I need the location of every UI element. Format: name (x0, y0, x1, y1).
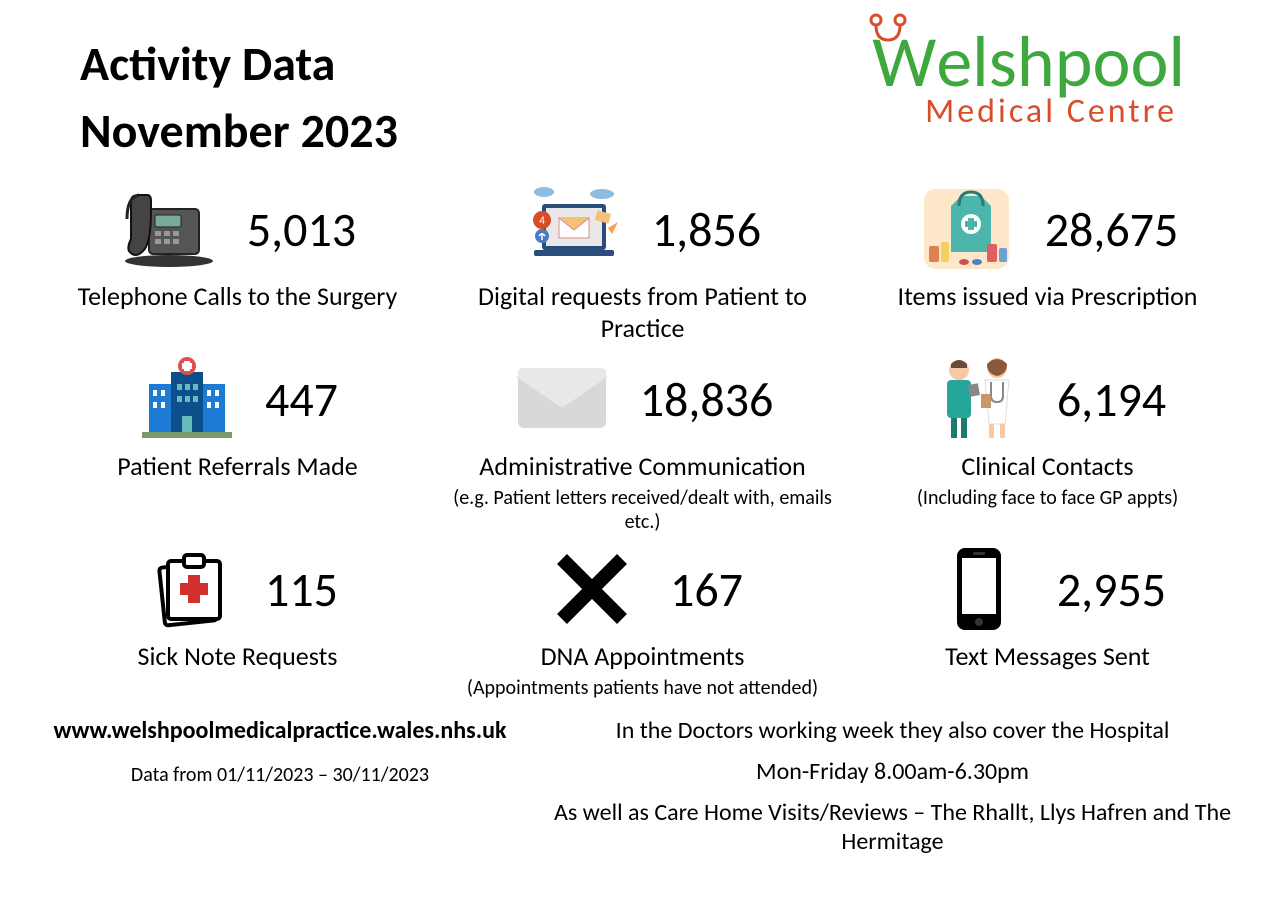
stat-value: 115 (265, 560, 338, 619)
footer-url: www.welshpoolmedicalpractice.wales.nhs.u… (40, 716, 520, 745)
stat-value: 18,836 (640, 370, 774, 429)
stat-value: 2,955 (1057, 560, 1166, 619)
footer-date-range: Data from 01/11/2023 – 30/11/2023 (40, 763, 520, 787)
title-line1: Activity Data (80, 30, 398, 97)
stat-prescription: 28,675 Items issued via Prescription (850, 184, 1245, 344)
title-line2: November 2023 (80, 97, 398, 164)
stat-admin: 18,836 Administrative Communication (e.g… (445, 354, 840, 534)
mobile-icon (929, 544, 1029, 634)
envelope-icon (512, 354, 612, 444)
title-block: Activity Data November 2023 (80, 30, 398, 164)
stat-value: 167 (670, 560, 743, 619)
footer-line3: As well as Care Home Visits/Reviews – Th… (540, 798, 1245, 856)
logo: Welshpool Medical Centre (872, 30, 1225, 164)
stat-referrals: 447 Patient Referrals Made (40, 354, 435, 534)
header: Activity Data November 2023 Welshpool Me… (0, 0, 1285, 174)
hospital-icon (137, 354, 237, 444)
stat-texts: 2,955 Text Messages Sent (850, 544, 1245, 700)
stat-value: 1,856 (652, 200, 761, 259)
sick-note-icon (137, 544, 237, 634)
stat-label: Telephone Calls to the Surgery (78, 280, 397, 312)
stat-value: 447 (265, 370, 338, 429)
stats-grid: 5,013 Telephone Calls to the Surgery 4 (0, 174, 1285, 700)
stat-label: Administrative Communication (479, 450, 805, 482)
stat-label: Items issued via Prescription (898, 280, 1198, 312)
stat-label: DNA Appointments (541, 640, 745, 672)
stat-sub: (e.g. Patient letters received/dealt wit… (445, 486, 840, 534)
telephone-icon (119, 184, 219, 274)
stat-label: Text Messages Sent (945, 640, 1150, 672)
svg-text:4: 4 (539, 214, 545, 227)
stat-sub: (Including face to face GP appts) (917, 486, 1178, 510)
digital-request-icon: 4 (524, 184, 624, 274)
cross-icon (542, 544, 642, 634)
stethoscope-icon (868, 12, 908, 52)
stat-digital: 4 1,856 Digital requests from Patient to… (445, 184, 840, 344)
footer-line1: In the Doctors working week they also co… (540, 716, 1245, 745)
logo-wordmark: Welshpool (872, 30, 1185, 95)
stat-label: Patient Referrals Made (117, 450, 357, 482)
clinicians-icon (929, 354, 1029, 444)
stat-value: 28,675 (1045, 200, 1179, 259)
stat-label: Digital requests from Patient to Practic… (445, 280, 840, 344)
footer: www.welshpoolmedicalpractice.wales.nhs.u… (0, 700, 1285, 868)
stat-label: Clinical Contacts (961, 450, 1133, 482)
stat-clinical: 6,194 Clinical Contacts (Including face … (850, 354, 1245, 534)
stat-value: 5,013 (247, 200, 356, 259)
stat-sicknote: 115 Sick Note Requests (40, 544, 435, 700)
footer-line2: Mon-Friday 8.00am-6.30pm (540, 757, 1245, 786)
stat-sub: (Appointments patients have not attended… (467, 676, 818, 700)
stat-value: 6,194 (1057, 370, 1166, 429)
prescription-bag-icon (917, 184, 1017, 274)
stat-label: Sick Note Requests (138, 640, 338, 672)
stat-dna: 167 DNA Appointments (Appointments patie… (445, 544, 840, 700)
stat-telephone: 5,013 Telephone Calls to the Surgery (40, 184, 435, 344)
